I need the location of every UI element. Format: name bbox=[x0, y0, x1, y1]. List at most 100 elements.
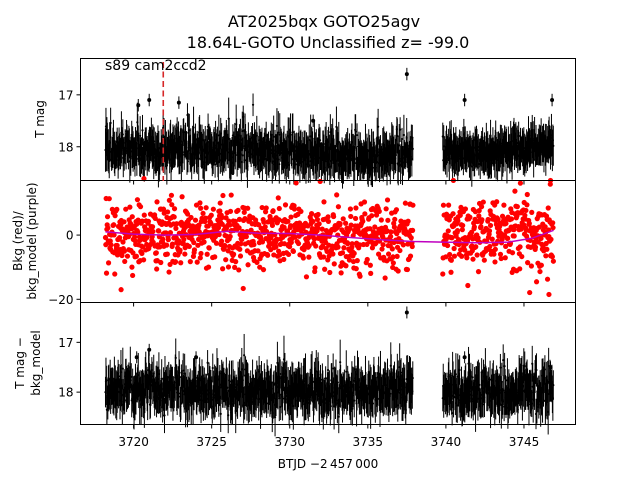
data-point bbox=[240, 160, 243, 164]
data-point bbox=[367, 226, 373, 232]
data-point bbox=[311, 236, 317, 242]
data-point bbox=[392, 216, 398, 222]
data-point bbox=[509, 250, 516, 256]
data-point bbox=[397, 247, 403, 254]
data-point bbox=[197, 200, 203, 206]
data-point bbox=[332, 367, 335, 370]
data-point bbox=[334, 192, 340, 198]
outlier-point bbox=[136, 103, 141, 108]
data-point bbox=[192, 126, 195, 129]
data-point bbox=[141, 129, 144, 132]
data-point bbox=[312, 265, 318, 271]
data-point bbox=[289, 133, 292, 136]
data-point bbox=[545, 205, 551, 211]
data-point bbox=[343, 263, 349, 269]
data-point bbox=[486, 228, 493, 234]
data-point bbox=[457, 212, 463, 218]
data-point bbox=[497, 251, 504, 257]
data-point bbox=[281, 256, 287, 262]
data-point bbox=[191, 239, 197, 246]
x-tick-label: 3735 bbox=[353, 435, 384, 449]
data-point bbox=[330, 251, 336, 257]
panel3-frame bbox=[80, 302, 576, 425]
data-point bbox=[144, 234, 150, 240]
data-point bbox=[316, 221, 322, 227]
data-point bbox=[251, 103, 255, 106]
data-point bbox=[372, 224, 378, 230]
data-point bbox=[219, 215, 225, 221]
data-point bbox=[172, 259, 179, 265]
data-point bbox=[354, 130, 357, 133]
panel3-ylabel-line2: bkg_model bbox=[29, 330, 43, 396]
data-point bbox=[191, 247, 198, 253]
data-point bbox=[479, 217, 485, 223]
data-point bbox=[552, 144, 555, 147]
data-point bbox=[259, 204, 265, 211]
data-point bbox=[478, 223, 484, 230]
data-point bbox=[192, 217, 199, 223]
data-point bbox=[166, 197, 172, 203]
data-point bbox=[329, 405, 332, 408]
outlier-point bbox=[404, 72, 409, 77]
data-point bbox=[471, 224, 477, 230]
data-point bbox=[549, 254, 555, 260]
outlier-point bbox=[548, 365, 553, 370]
data-point bbox=[485, 216, 491, 223]
data-point bbox=[360, 218, 366, 224]
x-tick-label: 3730 bbox=[274, 435, 305, 449]
data-point bbox=[371, 402, 375, 405]
annotation-label: s89 cam2ccd2 bbox=[105, 58, 207, 74]
data-point bbox=[544, 246, 550, 252]
data-point bbox=[474, 407, 477, 411]
data-point bbox=[385, 251, 392, 257]
panel1-ylabel: T mag bbox=[33, 100, 47, 139]
data-point bbox=[538, 262, 544, 268]
data-point bbox=[346, 257, 352, 263]
data-point bbox=[225, 248, 231, 254]
data-point bbox=[198, 205, 204, 211]
data-point bbox=[400, 137, 404, 141]
data-point bbox=[395, 268, 401, 274]
data-point bbox=[282, 202, 289, 208]
data-point bbox=[527, 403, 531, 406]
data-point bbox=[499, 213, 506, 219]
data-point bbox=[399, 371, 403, 374]
data-point bbox=[354, 258, 360, 264]
data-point bbox=[364, 256, 370, 263]
data-point bbox=[517, 134, 520, 138]
data-point bbox=[313, 243, 319, 249]
data-point bbox=[410, 202, 416, 208]
plot-layer bbox=[102, 67, 556, 437]
data-point bbox=[357, 273, 363, 279]
data-point bbox=[228, 192, 234, 198]
data-point bbox=[470, 256, 476, 262]
data-point bbox=[243, 159, 246, 162]
data-point bbox=[227, 222, 233, 228]
data-point bbox=[237, 253, 244, 259]
data-point bbox=[495, 216, 501, 222]
data-point bbox=[309, 211, 315, 217]
data-point bbox=[382, 275, 388, 281]
data-point bbox=[153, 140, 156, 143]
data-point bbox=[287, 244, 293, 250]
data-point bbox=[487, 243, 493, 250]
data-point bbox=[171, 214, 177, 220]
data-point bbox=[407, 253, 414, 259]
data-point bbox=[345, 370, 348, 373]
data-point bbox=[476, 208, 482, 214]
data-point bbox=[127, 204, 133, 210]
data-point bbox=[537, 268, 543, 275]
data-point bbox=[536, 224, 542, 230]
data-point bbox=[105, 225, 111, 231]
data-point bbox=[550, 258, 556, 264]
data-point bbox=[501, 202, 507, 208]
data-point bbox=[391, 224, 397, 230]
data-point bbox=[164, 251, 170, 257]
data-point bbox=[114, 242, 120, 249]
data-point bbox=[526, 220, 532, 227]
data-point bbox=[455, 218, 461, 224]
data-point bbox=[306, 243, 312, 249]
data-point bbox=[552, 384, 555, 387]
data-point bbox=[542, 224, 548, 230]
data-point bbox=[390, 260, 396, 266]
